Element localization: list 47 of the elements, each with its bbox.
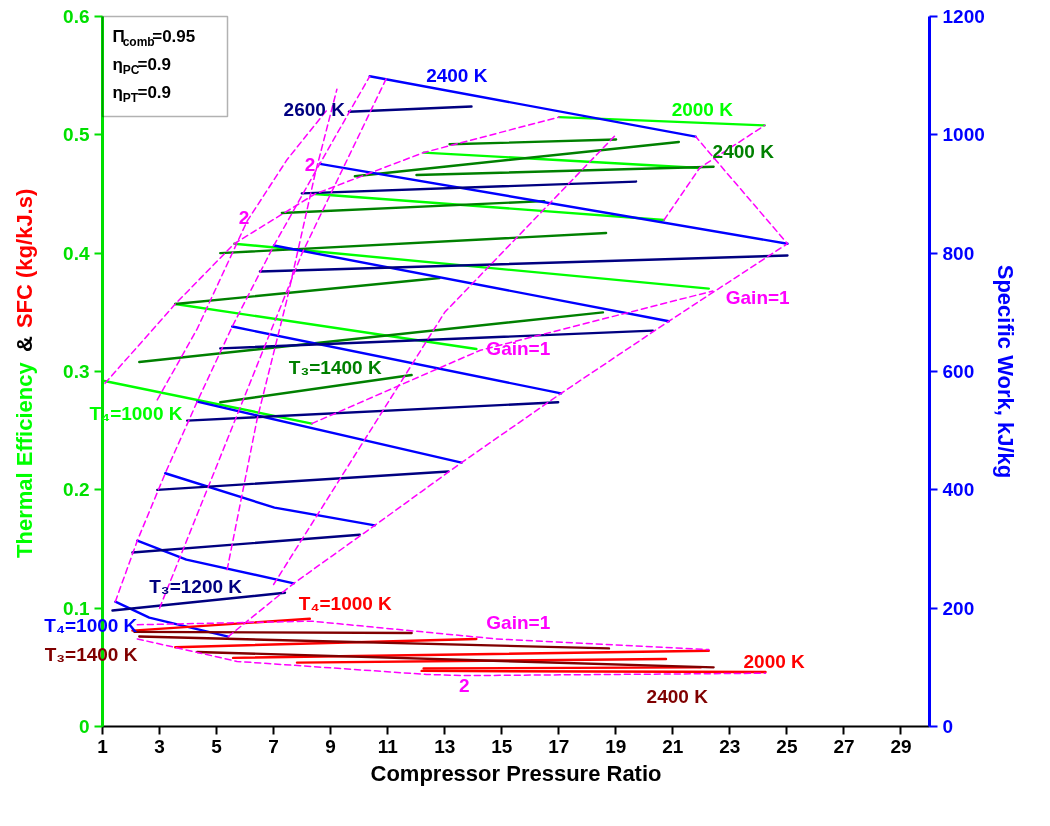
y2-tick-label: 200 [942, 597, 975, 619]
x-tick-label: 15 [491, 735, 513, 757]
x-tick-label: 5 [211, 735, 223, 757]
annotation: 2000 K [743, 650, 806, 672]
annotation: Gain=1 [486, 337, 551, 359]
x-tick-label: 23 [719, 735, 741, 757]
x-tick-label: 9 [325, 735, 336, 757]
y2-tick-label: 0 [942, 716, 954, 737]
annotation: 2 [238, 206, 250, 228]
y-tick-label: 0.1 [63, 597, 90, 619]
annotation: 2400 K [712, 141, 775, 163]
annotation: 2400 K [426, 65, 488, 87]
annotation: T₄=1000 K [298, 593, 393, 615]
x-tick-label: 1 [97, 735, 109, 757]
x-tick-label: 27 [833, 735, 855, 757]
annotation: T₃=1200 K [149, 576, 243, 598]
y-tick-label: 0.4 [63, 242, 90, 264]
x-tick-label: 21 [662, 735, 684, 757]
y2-tick-label: 1000 [942, 124, 985, 146]
x-axis-title: Compressor Pressure Ratio [370, 760, 662, 786]
y-tick-label: 0.2 [63, 479, 90, 501]
annotation: 2600 K [283, 99, 346, 121]
y-axis-title: Thermal Efficiency & SFC (kg/kJ.s) [12, 188, 37, 558]
annotation: 2000 K [671, 98, 734, 120]
annotation: 2400 K [646, 685, 709, 707]
y2-tick-label: 400 [942, 479, 975, 501]
y-tick-label: 0.3 [63, 361, 90, 382]
x-tick-label: 19 [605, 735, 627, 757]
x-tick-label: 17 [548, 735, 570, 757]
annotation: Gain=1 [725, 286, 791, 308]
x-tick-label: 29 [890, 735, 912, 757]
y-tick-label: 0 [78, 716, 90, 737]
x-tick-label: 25 [776, 735, 798, 757]
x-tick-label: 7 [268, 735, 279, 757]
y2-tick-label: 600 [942, 361, 975, 382]
annotation: Gain=1 [486, 612, 551, 634]
x-tick-label: 11 [377, 735, 399, 757]
y-tick-label: 0.5 [63, 124, 90, 146]
y2-axis-title: Specific Work, kJ/kg [992, 264, 1018, 479]
annotation: T₃=1400 K [288, 356, 382, 378]
annotation: 2 [459, 675, 470, 697]
annotation: 2 [304, 153, 316, 175]
y-tick-label: 0.6 [63, 6, 90, 27]
y2-tick-label: 800 [942, 242, 975, 264]
y2-tick-label: 1200 [942, 6, 985, 27]
x-tick-label: 13 [434, 735, 456, 757]
x-tick-label: 3 [154, 735, 165, 757]
